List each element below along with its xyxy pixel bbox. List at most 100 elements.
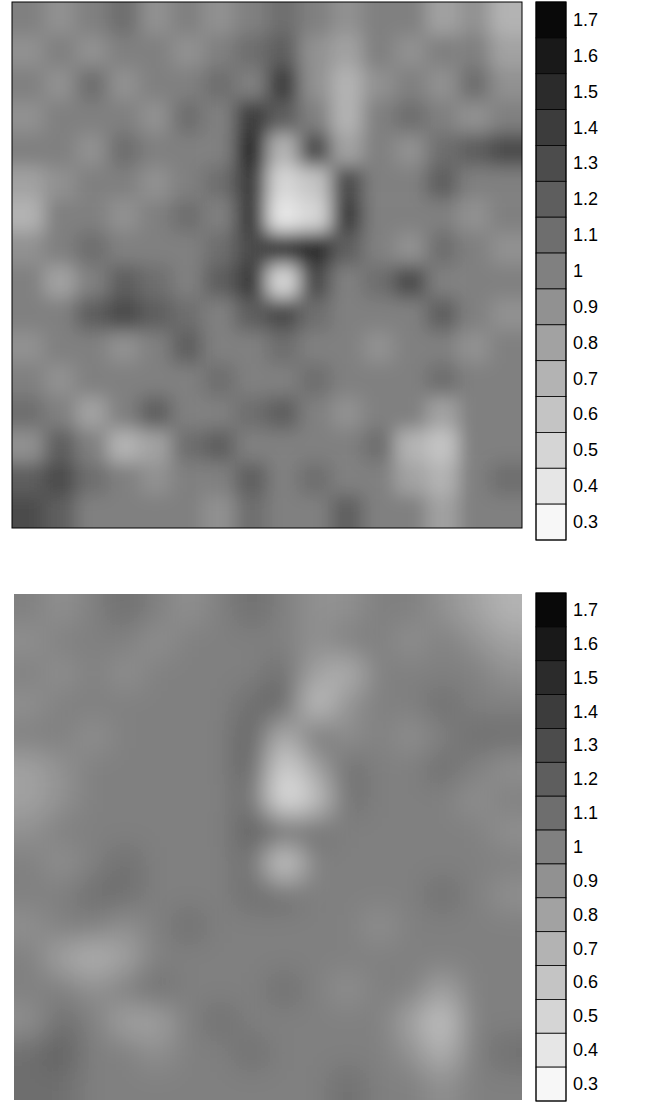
heat-cell [76, 134, 108, 167]
heat-cell [171, 2, 203, 35]
heat-cell [171, 462, 203, 495]
heat-cell [395, 1037, 427, 1069]
heat-cell [459, 815, 491, 847]
heat-cell [490, 298, 522, 331]
heat-cell [171, 429, 203, 462]
heat-cell [331, 101, 363, 134]
heat-cell [299, 462, 331, 495]
heat-cell [332, 1005, 364, 1037]
heat-cell [141, 1068, 173, 1100]
heat-cell [331, 265, 363, 298]
heat-cell [268, 689, 300, 721]
heat-cell [109, 594, 141, 626]
heat-cell [395, 752, 427, 784]
heat-cell [205, 815, 237, 847]
heat-cell [173, 1005, 205, 1037]
colorbar-band [536, 999, 566, 1033]
heat-cell [300, 784, 332, 816]
heat-cell [171, 397, 203, 430]
heat-cell [140, 134, 172, 167]
heat-cell [14, 626, 46, 658]
heat-cell [267, 35, 299, 68]
heat-cell [14, 721, 46, 753]
heat-cell [141, 1037, 173, 1069]
heat-cell [12, 265, 44, 298]
heat-cell [203, 199, 235, 232]
heat-cell [268, 974, 300, 1006]
heat-cell [363, 298, 395, 331]
heat-cell [490, 364, 522, 397]
heat-cell [76, 2, 108, 35]
heat-cell [171, 35, 203, 68]
heat-cell [140, 232, 172, 265]
heat-cell [299, 495, 331, 528]
heat-cell [395, 910, 427, 942]
colorbar-label: 0.5 [573, 1006, 598, 1026]
heat-cell [236, 847, 268, 879]
heat-cell [141, 974, 173, 1006]
heat-cell [235, 232, 267, 265]
heat-cell [203, 68, 235, 101]
heat-cell [363, 689, 395, 721]
heat-cell [426, 199, 458, 232]
heat-cell [78, 910, 110, 942]
heat-cell [108, 68, 140, 101]
heat-cell [173, 815, 205, 847]
heat-cell [363, 364, 395, 397]
heat-cell [268, 752, 300, 784]
colorbar-band [536, 432, 566, 468]
heat-cell [78, 974, 110, 1006]
heat-cell [490, 429, 522, 462]
heat-cell [490, 265, 522, 298]
heat-cell [76, 68, 108, 101]
heat-cell [363, 626, 395, 658]
colorbar-band [536, 361, 566, 397]
heat-cell [141, 784, 173, 816]
heat-cell [173, 657, 205, 689]
heat-cell [300, 1068, 332, 1100]
colorbar-label: 1.4 [573, 702, 598, 722]
heat-cell [267, 265, 299, 298]
heat-cell [268, 721, 300, 753]
heat-cell [141, 752, 173, 784]
colorbar-band [536, 864, 566, 898]
heat-cell [459, 879, 491, 911]
heat-cell [46, 1005, 78, 1037]
heat-cell [490, 331, 522, 364]
heat-cell [332, 1068, 364, 1100]
heat-cell [76, 199, 108, 232]
heat-cell [459, 752, 491, 784]
heat-cell [171, 166, 203, 199]
heat-cell [363, 1068, 395, 1100]
heat-cell [395, 397, 427, 430]
heat-cell [12, 397, 44, 430]
heat-cell [108, 462, 140, 495]
heat-cell [141, 594, 173, 626]
heat-cell [235, 166, 267, 199]
heat-cell [78, 879, 110, 911]
heat-cell [332, 847, 364, 879]
heat-cell [300, 721, 332, 753]
heat-cell [267, 68, 299, 101]
heat-cell [490, 68, 522, 101]
heat-cell [395, 594, 427, 626]
heat-cell [268, 657, 300, 689]
heat-cell [459, 784, 491, 816]
heat-cell [76, 364, 108, 397]
heat-cell [300, 1037, 332, 1069]
heat-cell [490, 462, 522, 495]
heat-cell [490, 689, 522, 721]
heat-cell [109, 689, 141, 721]
heat-cell [236, 1068, 268, 1100]
heat-cell [14, 847, 46, 879]
colorbar-label: 1.3 [573, 153, 598, 173]
heat-cell [490, 232, 522, 265]
heat-cell [395, 134, 427, 167]
plot-frame [12, 2, 522, 528]
heat-cell [108, 298, 140, 331]
heat-cell [173, 847, 205, 879]
heat-cell [12, 199, 44, 232]
heat-cell [109, 815, 141, 847]
heat-cell [12, 134, 44, 167]
heat-cell [236, 626, 268, 658]
